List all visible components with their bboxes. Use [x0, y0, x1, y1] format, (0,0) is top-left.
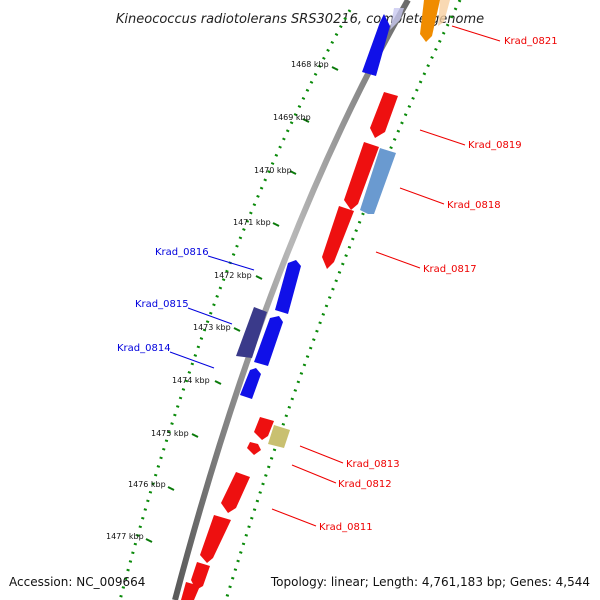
gene-label[interactable]: Krad_0821 [504, 36, 558, 47]
gene-label[interactable]: Krad_0812 [338, 479, 392, 490]
gene-label[interactable]: Krad_0811 [319, 522, 373, 533]
gene-arrow-forward[interactable] [275, 260, 301, 314]
tick-label: 1472 kbp [214, 271, 252, 280]
gene-arrow-forward[interactable] [240, 368, 261, 399]
genome-summary: Topology: linear; Length: 4,761,183 bp; … [270, 575, 590, 589]
gene-arrow-forward-faded[interactable] [390, 8, 404, 30]
gene-label[interactable]: Krad_0815 [135, 299, 189, 310]
gene-arrow-reverse[interactable] [181, 582, 200, 600]
tick-label: 1477 kbp [106, 532, 144, 541]
accession-label: Accession: NC_009664 [9, 575, 145, 589]
tick-label: 1475 kbp [151, 429, 189, 438]
gene-arrow-reverse[interactable] [268, 425, 290, 448]
gene-arrow-reverse[interactable] [360, 148, 396, 214]
gene-label[interactable]: Krad_0817 [423, 264, 477, 275]
tick-label: 1473 kbp [193, 323, 231, 332]
gene-label[interactable]: Krad_0816 [155, 247, 209, 258]
gene-arrow-reverse[interactable] [247, 442, 261, 455]
tick-label: 1471 kbp [233, 218, 271, 227]
gene-arrow-reverse[interactable] [191, 562, 210, 590]
label-leaders-reverse [271, 25, 501, 527]
outer-left-dotted-track [118, 9, 352, 600]
tick-marks [145, 66, 339, 543]
tick-label: 1469 kbp [273, 113, 311, 122]
gene-label[interactable]: Krad_0813 [346, 459, 400, 470]
inner-right-dotted-track [224, 0, 462, 600]
gene-arrow-reverse[interactable] [420, 0, 440, 42]
gene-label[interactable]: Krad_0814 [117, 343, 171, 354]
gene-arrow-reverse[interactable] [370, 92, 398, 138]
gene-arrow-reverse[interactable] [254, 417, 274, 440]
gene-arrow-forward[interactable] [236, 307, 267, 358]
gene-label[interactable]: Krad_0818 [447, 200, 501, 211]
tick-label: 1470 kbp [254, 166, 292, 175]
tick-label: 1476 kbp [128, 480, 166, 489]
gene-label[interactable]: Krad_0819 [468, 140, 522, 151]
gene-arrow-reverse[interactable] [322, 206, 354, 269]
tick-label: 1468 kbp [291, 60, 329, 69]
gene-arrow-reverse[interactable] [344, 142, 379, 210]
label-leaders-forward [169, 255, 255, 369]
gene-arrow-reverse[interactable] [221, 472, 250, 513]
gene-arrow-reverse[interactable] [200, 515, 231, 563]
gene-arrow-forward[interactable] [362, 14, 390, 76]
gene-arrow-reverse-faded[interactable] [438, 0, 450, 26]
gene-arrow-forward[interactable] [254, 316, 283, 366]
tick-label: 1474 kbp [172, 376, 210, 385]
